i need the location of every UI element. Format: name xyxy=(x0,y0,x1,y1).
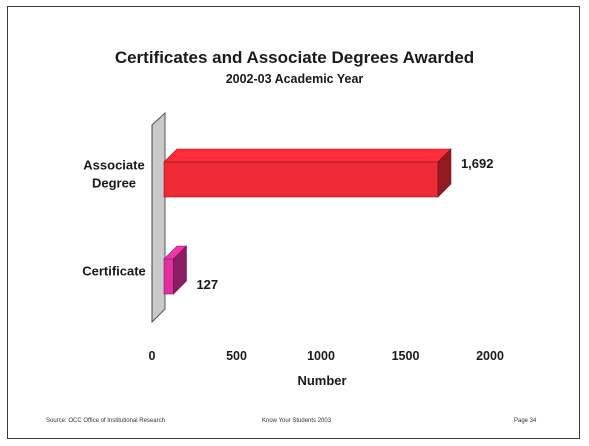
footer-source: Source: OCC Office of Institutional Rese… xyxy=(46,418,165,424)
chart-subtitle: 2002-03 Academic Year xyxy=(225,72,364,86)
x-tick-label-3: 1500 xyxy=(392,349,420,363)
x-tick-label-1: 500 xyxy=(226,349,247,363)
chart-title: Certificates and Associate Degrees Award… xyxy=(114,48,475,67)
category-label-1-0: Certificate xyxy=(82,264,146,279)
category-label-0-1: Degree xyxy=(92,176,136,191)
value-label-0: 1,692 xyxy=(461,156,494,171)
x-tick-label-0: 0 xyxy=(149,349,156,363)
value-label-1: 127 xyxy=(196,277,218,292)
bar-0 xyxy=(163,161,439,198)
chart-back-wall xyxy=(151,111,166,324)
bar-top-0 xyxy=(163,148,452,163)
footer-center: Know Your Students 2003 xyxy=(262,418,332,424)
bar-1 xyxy=(163,258,174,295)
x-axis-label: Number xyxy=(297,373,346,388)
slide-frame xyxy=(7,6,580,439)
footer-page: Page 34 xyxy=(514,418,537,424)
bar-end-1 xyxy=(173,245,187,295)
x-tick-label-4: 2000 xyxy=(476,349,504,363)
bar-end-0 xyxy=(437,148,452,198)
category-label-0-0: Associate xyxy=(83,158,144,173)
x-tick-label-2: 1000 xyxy=(307,349,335,363)
